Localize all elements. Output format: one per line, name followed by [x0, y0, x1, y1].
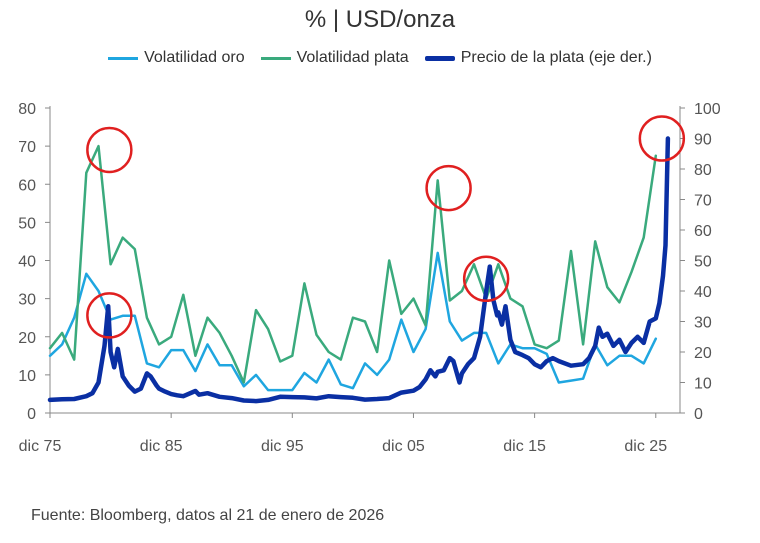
line-chart: 0 10 20 30 40 50 60 70 80 0 10 20 30 40 50 60 70 80 90 100 d… [18, 101, 721, 455]
y-right-tick-label: 50 [694, 254, 712, 271]
chart-title: % | USD/onza [304, 6, 456, 33]
y-left-tick-label: 40 [18, 254, 36, 271]
y-right-tick-label: 0 [694, 406, 703, 423]
y-right-tick-label: 30 [694, 315, 712, 332]
y-left-tick-label: 0 [27, 406, 36, 423]
x-tick-label: dic 75 [19, 438, 62, 455]
y-right-tick-label: 90 [694, 132, 712, 149]
source-note: Fuente: Bloomberg, datos al 21 de enero … [31, 507, 385, 524]
y-right-tick-label: 20 [694, 345, 712, 362]
legend-swatch-silver-price [424, 55, 455, 61]
x-tick-label: dic 25 [624, 438, 667, 455]
legend-swatch-silver-vol [260, 56, 291, 60]
y-left-tick-label: 80 [18, 101, 36, 118]
legend-label-silver-price: Precio de la plata (eje der.) [460, 49, 652, 66]
x-tick-label: dic 85 [140, 438, 183, 455]
highlight-circle [86, 126, 133, 174]
highlight-circle [462, 255, 510, 303]
y-left-tick-label: 30 [18, 292, 36, 309]
y-left-tick-label: 70 [18, 139, 36, 156]
y-right-tick-label: 10 [694, 376, 712, 393]
highlight-circle [86, 292, 133, 339]
legend-swatch-gold-vol [108, 56, 139, 60]
y-right-tick-label: 70 [694, 193, 712, 210]
y-left-tick-label: 20 [18, 330, 36, 347]
legend-label-silver-vol: Volatilidad plata [296, 49, 409, 66]
legend: Volatilidad oro Volatilidad plata Precio… [0, 49, 760, 67]
y-right-tick-label: 80 [694, 162, 712, 179]
highlight-circle [425, 164, 472, 212]
y-right-tick-label: 100 [694, 101, 721, 118]
y-right-tick-label: 60 [694, 223, 712, 240]
y-left-tick-label: 50 [18, 215, 36, 232]
series-line-silver-price [47, 136, 671, 404]
legend-item-silver-price: Precio de la plata (eje der.) [424, 49, 652, 67]
x-tick-label: dic 95 [261, 438, 304, 455]
x-tick-label: dic 15 [503, 438, 546, 455]
y-right-tick-label: 40 [694, 284, 712, 301]
legend-label-gold-vol: Volatilidad oro [144, 49, 245, 66]
highlight-circle [638, 115, 686, 162]
series-line-gold-vol [48, 251, 658, 392]
legend-item-gold-vol: Volatilidad oro [108, 49, 245, 67]
y-left-tick-label: 10 [18, 368, 36, 385]
y-left-tick-label: 60 [18, 177, 36, 194]
x-tick-label: dic 05 [382, 438, 425, 455]
legend-item-silver-vol: Volatilidad plata [260, 49, 409, 67]
series-line-silver-vol [48, 144, 658, 384]
